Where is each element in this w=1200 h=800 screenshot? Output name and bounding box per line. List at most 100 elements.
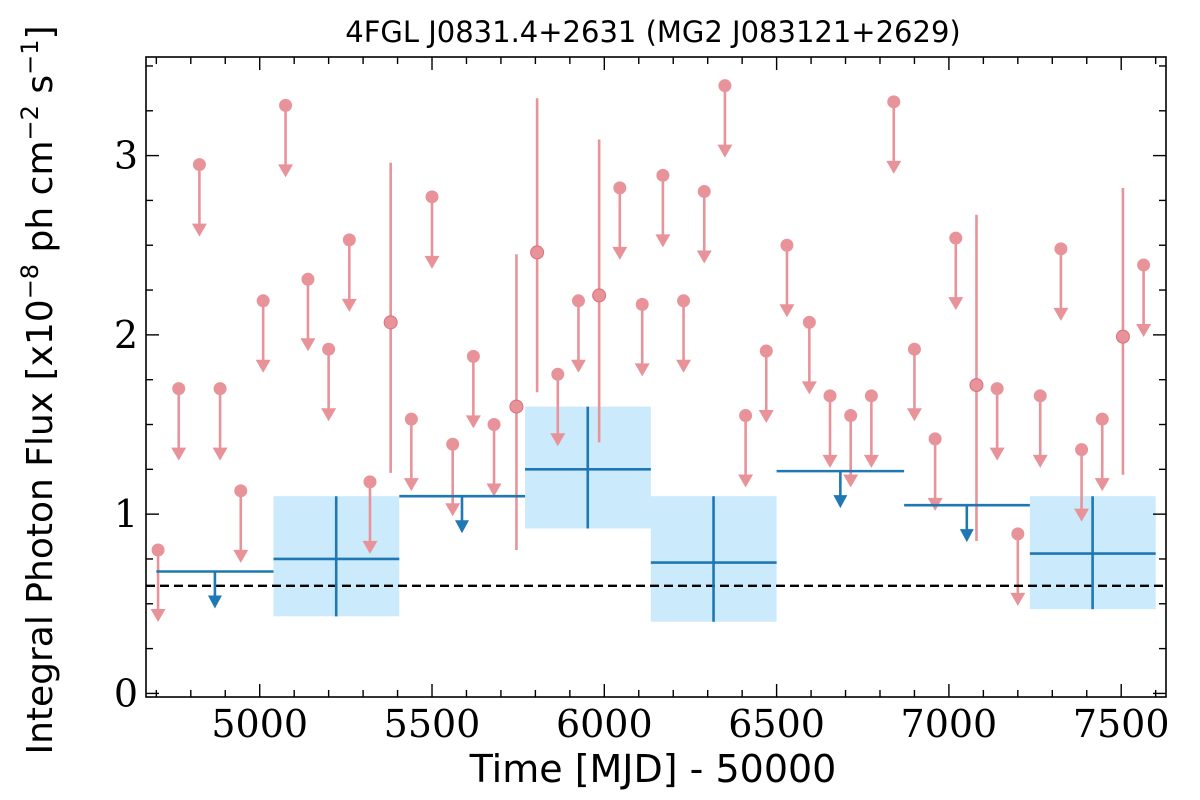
- short-bin-point: [592, 288, 607, 303]
- short-bin-ul-arrow: [278, 164, 294, 178]
- short-bin-ul-arrow: [634, 363, 650, 377]
- short-bin-ul-arrow: [341, 298, 357, 312]
- short-bin-point: [759, 344, 773, 358]
- short-bin-ul-arrow: [424, 255, 440, 269]
- short-bin-point: [1075, 443, 1089, 457]
- short-bin-point: [213, 382, 227, 396]
- short-bin-ul-arrow: [403, 478, 419, 492]
- y-axis-label-mid2: s: [20, 75, 61, 105]
- short-bin-point: [256, 294, 270, 308]
- short-bin-point: [613, 181, 627, 195]
- short-bin-point: [697, 184, 711, 198]
- short-bin-ul-arrow: [150, 608, 166, 622]
- short-bin-point: [530, 245, 545, 260]
- short-bin-ul-arrow: [1136, 323, 1152, 337]
- short-bin-point: [949, 231, 963, 245]
- short-bin-ul-arrow: [738, 474, 754, 488]
- short-bin-ul-arrow: [758, 410, 774, 424]
- short-bin-point: [192, 158, 206, 172]
- axes: 5000 5500 6000 6500 7000 7500 0 1 2 3: [114, 56, 1170, 746]
- short-bin-point: [487, 418, 501, 432]
- y-axis-label-exp2: −2: [16, 105, 44, 140]
- short-bin-point: [718, 79, 732, 93]
- short-bin-ul-arrow: [779, 304, 795, 318]
- long-bin-ul-arrow: [959, 529, 974, 543]
- short-bin-point: [383, 315, 398, 330]
- short-bin-ul-arrow: [612, 246, 628, 260]
- y-tick-label: 0: [114, 671, 138, 715]
- short-bin-point: [234, 484, 248, 498]
- y-axis-label-suffix: ]: [20, 25, 61, 39]
- short-bin-ul-arrow: [570, 359, 586, 373]
- x-tick-label: 7000: [901, 702, 998, 746]
- short-bin-point: [780, 238, 794, 252]
- short-bin-ul-arrow: [1032, 454, 1048, 468]
- short-bin-ul-arrow: [465, 415, 481, 429]
- short-bin-ul-arrow: [191, 223, 207, 237]
- short-bin-point: [677, 294, 691, 308]
- short-bin-ul-arrow: [486, 483, 502, 497]
- short-bin-point: [322, 342, 336, 356]
- y-tick-label: 3: [114, 134, 138, 178]
- short-bin-ul-arrow: [948, 297, 964, 311]
- short-bin-point: [887, 95, 901, 109]
- short-bin-point: [928, 432, 942, 446]
- short-bin-point: [551, 367, 565, 381]
- short-bin-ul-arrow: [1094, 478, 1110, 492]
- short-bin-ul-arrow: [696, 250, 712, 264]
- short-bin-point: [301, 272, 315, 286]
- short-bin-point: [172, 382, 186, 396]
- short-bin-point: [1115, 329, 1130, 344]
- long-bin-ul-arrow: [454, 520, 469, 534]
- short-bin-ul-arrow: [1074, 508, 1090, 522]
- short-bin-point: [466, 349, 480, 363]
- x-tick-label: 7500: [1073, 702, 1170, 746]
- short-bin-point: [1095, 412, 1109, 426]
- short-bin-point: [1054, 242, 1068, 256]
- short-bin-point: [571, 294, 585, 308]
- short-bin-point: [802, 315, 816, 329]
- x-axis-label: Time [MJD] - 50000: [469, 747, 837, 791]
- short-bin-point: [739, 409, 753, 423]
- short-bin-ul-arrow: [843, 474, 859, 488]
- short-bin-point: [823, 389, 837, 403]
- long-bin-ul-arrow: [207, 595, 222, 609]
- short-bin-point: [404, 412, 418, 426]
- plot-area: [146, 79, 1166, 622]
- short-bin-point: [864, 389, 878, 403]
- short-bin-point: [844, 409, 858, 423]
- short-bin-ul-arrow: [801, 381, 817, 395]
- y-axis-label: Integral Photon Flux [x10−8 ph cm−2 s−1]: [16, 25, 61, 754]
- short-bin-ul-arrow: [550, 433, 566, 447]
- short-bin-point: [342, 233, 356, 247]
- short-bin-ul-arrow: [655, 234, 671, 248]
- y-axis-label-prefix: Integral Photon Flux [x10: [20, 299, 61, 754]
- y-tick-label: 2: [114, 313, 138, 357]
- short-bin-point: [363, 475, 377, 489]
- x-tick-label: 6000: [556, 702, 653, 746]
- short-bin-ul-arrow: [717, 144, 733, 158]
- short-bin-point: [1011, 527, 1025, 541]
- y-tick-label: 1: [114, 492, 138, 536]
- short-bin-point: [509, 399, 524, 414]
- short-bin-ul-arrow: [212, 447, 228, 461]
- short-bin-ul-arrow: [1053, 307, 1069, 321]
- short-bin-point: [1033, 389, 1047, 403]
- short-bin-ul-arrow: [300, 338, 316, 352]
- x-tick-label: 5500: [384, 702, 481, 746]
- short-bin-ul-arrow: [171, 447, 187, 461]
- short-bin-ul-arrow: [822, 454, 838, 468]
- short-bin-ul-arrow: [321, 408, 337, 422]
- short-bin-ul-arrow: [676, 359, 692, 373]
- short-bin-point: [425, 190, 439, 204]
- x-tick-label: 5000: [211, 702, 308, 746]
- short-bin-ul-arrow: [989, 447, 1005, 461]
- short-bin-point: [969, 378, 984, 393]
- short-bin-ul-arrow: [1010, 592, 1026, 606]
- short-bin-point: [446, 437, 460, 451]
- chart-title: 4FGL J0831.4+2631 (MG2 J083121+2629): [345, 15, 960, 49]
- short-bin-point: [1137, 258, 1151, 272]
- axes-frame: [145, 56, 1167, 698]
- short-bin-ul-arrow: [886, 160, 902, 174]
- short-bin-point: [279, 98, 293, 112]
